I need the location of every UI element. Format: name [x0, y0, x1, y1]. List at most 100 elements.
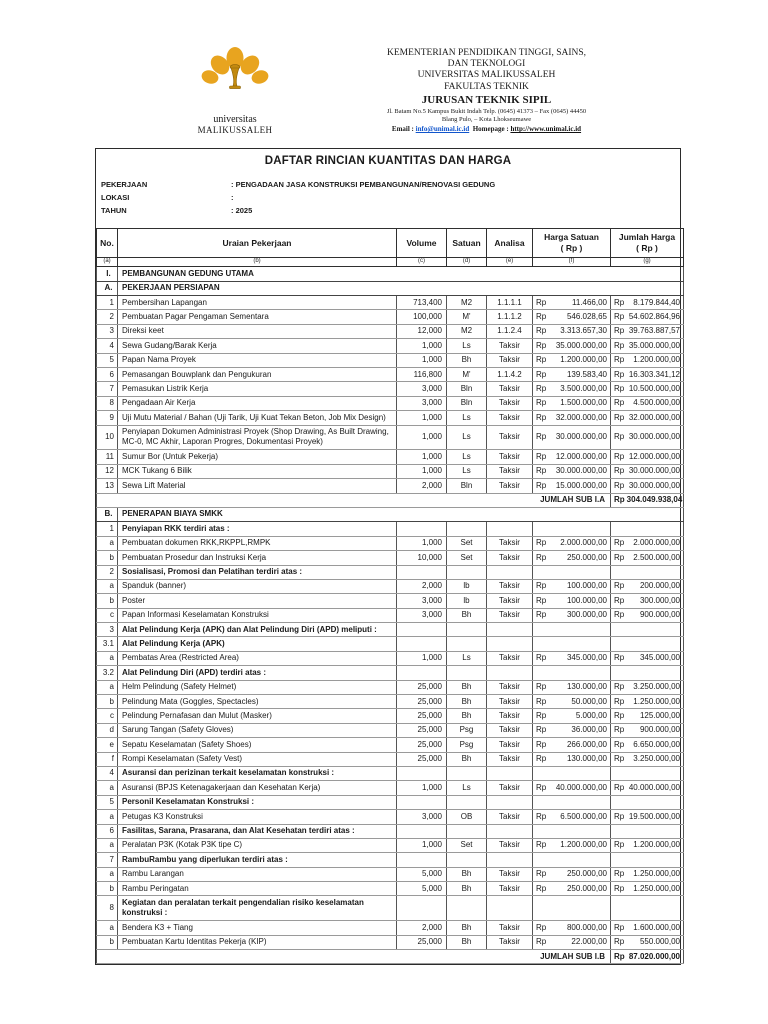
currency-label: Rp: [614, 538, 625, 548]
money-value: 16.303.341,12: [628, 369, 680, 379]
cell-satuan: M2: [446, 323, 487, 340]
cell-satuan: Bh: [446, 751, 487, 767]
cell-money: Rp 130.000,00: [532, 679, 611, 696]
money-wrap: Rp 130.000,00: [536, 682, 607, 692]
cell-volume: 1,000: [396, 449, 447, 465]
info-row-pekerjaan: PEKERJAAN : PENGADAAN JASA KONSTRUKSI PE…: [101, 179, 680, 192]
cell-no: 3: [96, 622, 118, 638]
cell-no: 13: [96, 478, 118, 494]
cell-no: d: [96, 722, 118, 739]
cell-analisa: Taksir: [486, 535, 533, 552]
cell-uraian: Sosialisasi, Promosi dan Pelatihan terdi…: [117, 564, 397, 580]
cell-volume: 10,000: [396, 550, 447, 566]
cell-volume: 1,000: [396, 410, 447, 426]
cell-uraian: MCK Tukang 6 Bilik: [117, 463, 397, 480]
table-body: I. PEMBANGUNAN GEDUNG UTAMA A. PEKERJAAN PE…: [96, 266, 684, 965]
cell-satuan: OB: [446, 809, 487, 825]
currency-label: Rp: [614, 696, 625, 706]
table-row: 1 Penyiapan RKK terdiri atas :: [96, 521, 684, 537]
cell-uraian: Pembuatan Kartu Identitas Pekerja (KIP): [117, 934, 397, 951]
money-value: 1.250.000,00: [633, 869, 680, 879]
cell-uraian: Personil Keselamatan Konstruksi :: [117, 794, 397, 811]
money-wrap: Rp 250.000,00: [536, 869, 607, 879]
cell-uraian: Sarung Tangan (Safety Gloves): [117, 722, 397, 739]
money-value: 50.000,00: [571, 696, 607, 706]
cell-uraian: Papan Informasi Keselamatan Konstruksi: [117, 607, 397, 624]
cell-volume: 1,000: [396, 650, 447, 667]
cell-money: [532, 564, 611, 580]
cell-no: I.: [96, 266, 118, 282]
cell-analisa: Taksir: [486, 920, 533, 936]
currency-label: Rp: [614, 480, 625, 490]
cell-no: 3: [96, 323, 118, 340]
table-row: f Rompi Keselamatan (Safety Vest) 25,000 Bh…: [96, 751, 684, 767]
currency-label: Rp: [536, 725, 547, 735]
column-header: Volume: [396, 228, 447, 258]
currency-label: Rp: [536, 782, 547, 792]
university-logo-icon: [201, 47, 269, 113]
table-row: a Bendera K3 + Tiang 2,000 Bh Taksir Rp 800.00…: [96, 920, 684, 936]
cell-uraian: Sepatu Keselamatan (Safety Shoes): [117, 737, 397, 753]
currency-label: Rp: [536, 538, 547, 548]
cell-volume: 2,000: [396, 478, 447, 494]
money-value: 10.500.000,00: [628, 383, 680, 393]
cell-money: Rp 30.000.000,00: [610, 463, 684, 480]
money-value: 130.000,00: [566, 754, 607, 764]
money-wrap: Rp 1.600.000,00: [614, 923, 680, 933]
currency-label: Rp: [614, 739, 625, 749]
cell-satuan: Ls: [446, 650, 487, 667]
cell-uraian: Penyiapan Dokumen Administrasi Proyek (S…: [117, 424, 397, 451]
cell-money: Rp 11.466,00: [532, 295, 611, 311]
cell-money: Rp 12.000.000,00: [610, 449, 684, 465]
cell-no: A.: [96, 280, 118, 297]
cell-volume: 25,000: [396, 722, 447, 739]
email-link[interactable]: info@unimal.ic.id: [415, 125, 470, 134]
cell-money: [532, 636, 611, 652]
cell-satuan: Bln: [446, 381, 487, 397]
cell-money: Rp 3.250.000,00: [610, 679, 684, 696]
cell-volume: 116,800: [396, 367, 447, 383]
cell-satuan: Bh: [446, 934, 487, 951]
cell-no: 5: [96, 352, 118, 369]
money-wrap: Rp 16.303.341,12: [614, 370, 680, 380]
money-value: 345.000,00: [566, 653, 607, 663]
money-wrap: Rp 800.000,00: [536, 923, 607, 933]
money-wrap: Rp 900.000,00: [614, 610, 680, 620]
cell-uraian: Pembuatan dokumen RKK,RKPPL,RMPK: [117, 535, 397, 552]
cell-no: 8: [96, 895, 118, 922]
currency-label: Rp: [536, 451, 547, 461]
money-wrap: Rp 2.000.000,00: [536, 538, 607, 548]
currency-label: Rp: [614, 311, 625, 321]
money-wrap: Rp 1.250.000,00: [614, 697, 680, 707]
cell-volume: 1,000: [396, 837, 447, 854]
cell-volume: 1,000: [396, 535, 447, 552]
info-label: TAHUN: [101, 205, 127, 215]
homepage-link[interactable]: http://www.unimal.ic.id: [510, 125, 582, 134]
money-wrap: Rp 32.000.000,00: [614, 413, 680, 423]
boq-table: No. Uraian Pekerjaan Volume Satuan Analisa Ha…: [96, 228, 684, 965]
column-letter: (g): [610, 256, 684, 268]
currency-label: Rp: [536, 480, 547, 490]
money-value: 30.000.000,00: [555, 432, 607, 442]
money-value: 12.000.000,00: [628, 451, 680, 461]
cell-money: [610, 765, 684, 782]
money-wrap: Rp 10.500.000,00: [614, 384, 680, 394]
info-value: :: [231, 192, 234, 202]
cell-analisa: Taksir: [486, 424, 533, 451]
money-value: 100.000,00: [566, 581, 607, 591]
cell-no: f: [96, 751, 118, 767]
cell-money: Rp 36.000,00: [532, 722, 611, 739]
column-header-label: Satuan: [452, 237, 481, 248]
info-row-tahun: TAHUN : 2025: [101, 205, 680, 218]
cell-money: Rp 50.000,00: [532, 694, 611, 710]
cell-money: Rp 139.583,40: [532, 367, 611, 383]
table-row: a Pembatas Area (Restricted Area) 1,000 Ls T…: [96, 650, 684, 667]
table-row: a Asuransi (BPJS Ketenagakerjaan dan Kese…: [96, 780, 684, 796]
money-wrap: Rp 12.000.000,00: [536, 452, 607, 462]
column-letters-row: (a) (b) (c) (d) (e) (f) (g): [96, 256, 684, 268]
money-wrap: Rp 100.000,00: [536, 581, 607, 591]
currency-label: Rp: [536, 595, 547, 605]
money-wrap: Rp 3.250.000,00: [614, 682, 680, 692]
currency-label: Rp: [536, 739, 547, 749]
